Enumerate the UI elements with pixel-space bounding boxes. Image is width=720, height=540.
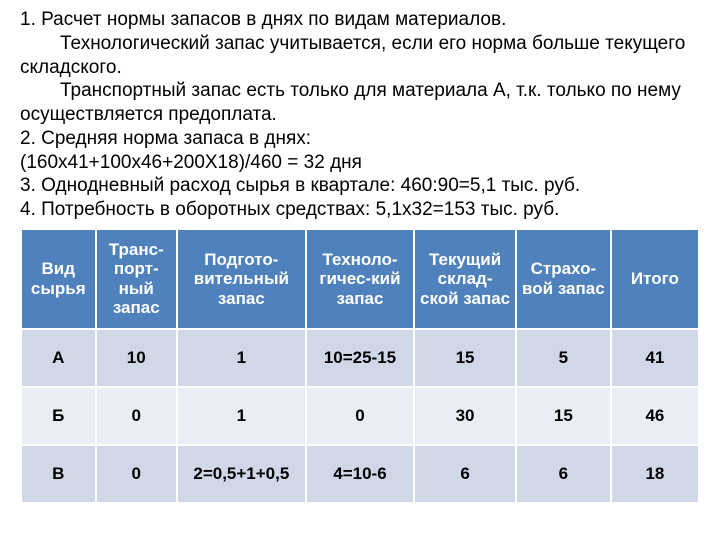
para-1c: Транспортный запас есть только для матер… <box>20 79 700 127</box>
cell: 41 <box>611 329 699 387</box>
page: 1. Расчет нормы запасов в днях по видам … <box>0 0 720 540</box>
para-3: 3. Однодневный расход сырья в квартале: … <box>20 174 700 198</box>
cell: 18 <box>611 445 699 503</box>
cell: 15 <box>516 387 611 445</box>
cell: 4=10-6 <box>306 445 414 503</box>
cell: 1 <box>177 329 306 387</box>
cell: 0 <box>96 387 177 445</box>
para-4: 4. Потребность в оборотных средствах: 5,… <box>20 198 700 222</box>
stock-norms-table: Вид сырья Транс-порт-ный запас Подгото-в… <box>20 228 700 504</box>
para-1b: Технологический запас учитывается, если … <box>20 32 700 80</box>
table-row: В 0 2=0,5+1+0,5 4=10-6 6 6 18 <box>21 445 699 503</box>
para-2b: (160х41+100х46+200Х18)/460 = 32 дня <box>20 151 700 175</box>
cell: В <box>21 445 96 503</box>
table-row: А 10 1 10=25-15 15 5 41 <box>21 329 699 387</box>
table-body: А 10 1 10=25-15 15 5 41 Б 0 1 0 30 15 46… <box>21 329 699 503</box>
cell: 1 <box>177 387 306 445</box>
col-header: Текущий склад-ской запас <box>414 229 516 329</box>
para-2a: 2. Средняя норма запаса в днях: <box>20 127 700 151</box>
para-1a: 1. Расчет нормы запасов в днях по видам … <box>20 8 700 32</box>
cell: 30 <box>414 387 516 445</box>
cell: 6 <box>414 445 516 503</box>
col-header: Страхо-вой запас <box>516 229 611 329</box>
cell: 6 <box>516 445 611 503</box>
cell: 10=25-15 <box>306 329 414 387</box>
cell: 0 <box>96 445 177 503</box>
cell: 46 <box>611 387 699 445</box>
cell: 10 <box>96 329 177 387</box>
cell: Б <box>21 387 96 445</box>
explanation-text: 1. Расчет нормы запасов в днях по видам … <box>20 8 700 222</box>
col-header: Подгото-вительный запас <box>177 229 306 329</box>
cell: 15 <box>414 329 516 387</box>
cell: 0 <box>306 387 414 445</box>
table-row: Б 0 1 0 30 15 46 <box>21 387 699 445</box>
cell: 2=0,5+1+0,5 <box>177 445 306 503</box>
col-header: Техноло-гичес-кий запас <box>306 229 414 329</box>
cell: А <box>21 329 96 387</box>
col-header: Вид сырья <box>21 229 96 329</box>
col-header: Транс-порт-ный запас <box>96 229 177 329</box>
cell: 5 <box>516 329 611 387</box>
col-header: Итого <box>611 229 699 329</box>
table-header: Вид сырья Транс-порт-ный запас Подгото-в… <box>21 229 699 329</box>
